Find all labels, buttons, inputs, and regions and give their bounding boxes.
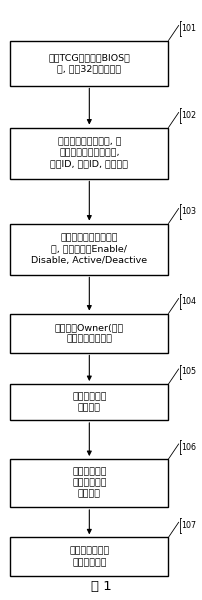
Text: 安全芯片初始化测试, 检
测芯片的内存映射地址,
厂商ID, 设备ID, 芯片版本: 安全芯片初始化测试, 检 测芯片的内存映射地址, 厂商ID, 设备ID, 芯片版…: [50, 137, 128, 169]
Text: 根据TCG规范模拟BIOS环
境, 进入32位保护模式: 根据TCG规范模拟BIOS环 境, 进入32位保护模式: [48, 53, 130, 73]
Text: 安全芯片Owner(所有
者）信息清除测试: 安全芯片Owner(所有 者）信息清除测试: [54, 323, 123, 343]
Bar: [10, 223, 168, 275]
Text: 安全芯片组合
命令测试: 安全芯片组合 命令测试: [72, 392, 106, 412]
Text: 106: 106: [180, 443, 195, 451]
Bar: [10, 313, 168, 352]
Bar: [10, 538, 168, 576]
Text: 测试结束，屏幕
显示测试结果: 测试结束，屏幕 显示测试结果: [69, 547, 109, 567]
Bar: [10, 127, 168, 179]
Text: 102: 102: [180, 111, 195, 120]
Bar: [10, 384, 168, 420]
Bar: [10, 40, 168, 85]
Text: 图 1: 图 1: [91, 580, 111, 593]
Bar: [10, 459, 168, 507]
Text: 105: 105: [180, 367, 195, 377]
Text: 107: 107: [180, 521, 195, 530]
Text: 安全芯片的状态设定测
试, 包括芯片的Enable/
Disable, Active/Deactive: 安全芯片的状态设定测 试, 包括芯片的Enable/ Disable, Acti…: [31, 233, 147, 265]
Text: 系统完整性信
息在安全芯片
中的校验: 系统完整性信 息在安全芯片 中的校验: [72, 467, 106, 499]
Text: 104: 104: [180, 297, 195, 306]
Text: 103: 103: [180, 207, 195, 216]
Text: 101: 101: [180, 24, 195, 33]
